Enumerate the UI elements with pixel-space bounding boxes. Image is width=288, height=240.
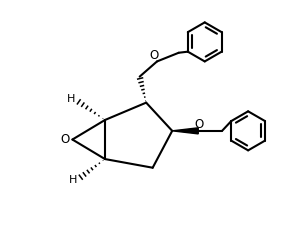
Text: H: H <box>67 94 75 104</box>
Text: O: O <box>61 133 70 146</box>
Text: H: H <box>69 175 77 185</box>
Polygon shape <box>172 128 198 134</box>
Text: O: O <box>150 49 159 62</box>
Text: O: O <box>195 118 204 131</box>
